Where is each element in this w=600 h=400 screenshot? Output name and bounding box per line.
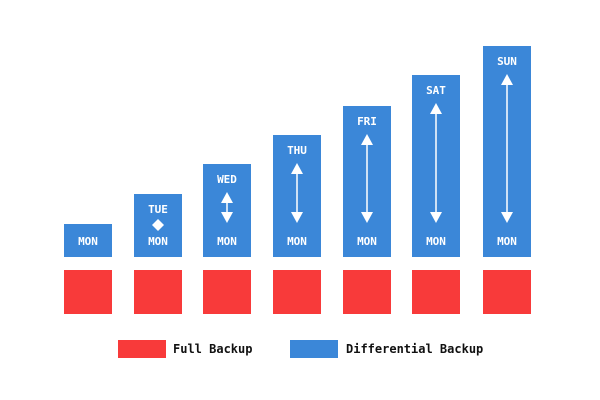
arrow-up-icon	[361, 134, 373, 145]
legend-swatch-differential	[290, 340, 338, 358]
day-label: SAT	[426, 84, 446, 97]
differential-backup-block	[64, 224, 112, 257]
full-backup-block	[203, 270, 251, 314]
arrow-up-icon	[501, 74, 513, 85]
legend: Full Backup Differential Backup	[118, 340, 483, 358]
arrow-up-icon	[221, 192, 233, 203]
base-day-label: MON	[426, 235, 446, 248]
full-backup-block	[343, 270, 391, 314]
base-day-label: MON	[287, 235, 307, 248]
day-column-sat: MON SAT	[412, 75, 460, 314]
arrow-up-icon	[430, 103, 442, 114]
day-column-tue: MON TUE	[134, 194, 182, 314]
arrow-down-icon	[221, 212, 233, 223]
arrow-down-icon	[291, 212, 303, 223]
arrow-down-icon	[430, 212, 442, 223]
full-backup-block	[64, 270, 112, 314]
day-column-wed: MON WED	[203, 164, 251, 314]
arrow-down-icon	[501, 212, 513, 223]
day-column-fri: MON FRI	[343, 106, 391, 314]
base-day-label: MON	[357, 235, 377, 248]
full-backup-block	[483, 270, 531, 314]
full-backup-block	[273, 270, 321, 314]
base-day-label: MON	[148, 235, 168, 248]
base-day-label: MON	[78, 235, 98, 248]
full-backup-block	[412, 270, 460, 314]
day-column-thu: MON THU	[273, 135, 321, 314]
diamond-icon	[152, 219, 164, 231]
day-label: WED	[217, 173, 237, 186]
day-label: FRI	[357, 115, 377, 128]
day-label: TUE	[148, 203, 168, 216]
day-column-sun: MON SUN	[483, 46, 531, 314]
legend-swatch-full	[118, 340, 166, 358]
day-label: THU	[287, 144, 307, 157]
day-column-mon: MON	[64, 224, 112, 314]
base-day-label: MON	[217, 235, 237, 248]
day-label: SUN	[497, 55, 517, 68]
full-backup-block	[134, 270, 182, 314]
arrow-down-icon	[361, 212, 373, 223]
arrow-up-icon	[291, 163, 303, 174]
legend-label-full: Full Backup	[173, 342, 252, 356]
base-day-label: MON	[497, 235, 517, 248]
legend-label-differential: Differential Backup	[346, 342, 483, 356]
